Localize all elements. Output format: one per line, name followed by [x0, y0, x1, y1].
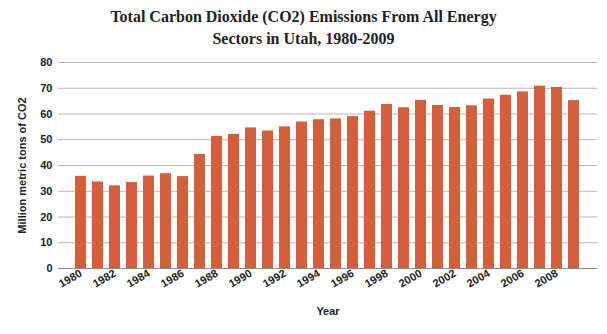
svg-text:2002: 2002 [431, 267, 458, 290]
svg-text:1992: 1992 [261, 267, 288, 290]
svg-text:20: 20 [40, 211, 52, 223]
svg-text:Million metric tons of CO2: Million metric tons of CO2 [16, 97, 28, 233]
svg-text:1988: 1988 [193, 267, 220, 290]
svg-text:80: 80 [40, 56, 52, 68]
svg-text:1994: 1994 [295, 266, 323, 289]
svg-text:30: 30 [40, 185, 52, 197]
svg-text:0: 0 [46, 262, 52, 274]
svg-text:70: 70 [40, 82, 52, 94]
svg-text:1982: 1982 [91, 267, 118, 290]
svg-text:1986: 1986 [159, 267, 186, 290]
svg-text:2008: 2008 [533, 267, 560, 290]
svg-text:60: 60 [40, 108, 52, 120]
svg-text:2000: 2000 [397, 267, 424, 290]
svg-text:50: 50 [40, 133, 52, 145]
svg-text:2006: 2006 [499, 267, 526, 290]
svg-text:1996: 1996 [329, 267, 356, 290]
html-text:Total Carbon Dioxide (CO2) Emi: Total Carbon Dioxide (CO2) Emissions Fro… [110, 8, 497, 47]
svg-text:Year: Year [316, 305, 340, 317]
svg-text:40: 40 [40, 159, 52, 171]
svg-text:1990: 1990 [227, 267, 254, 290]
svg-text:10: 10 [40, 236, 52, 248]
svg-text:1980: 1980 [57, 267, 84, 290]
svg-text:2004: 2004 [465, 266, 493, 289]
svg-text:1984: 1984 [125, 266, 153, 289]
svg-text:1998: 1998 [363, 267, 390, 290]
